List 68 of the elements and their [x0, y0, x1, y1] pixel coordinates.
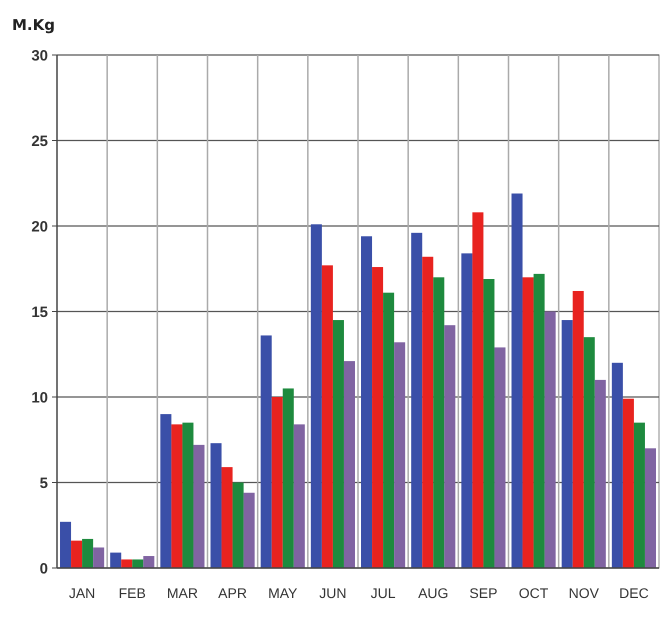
- bar: [594, 380, 606, 568]
- y-tick-label: 30: [31, 47, 48, 64]
- bar: [82, 538, 94, 568]
- x-tick-label: NOV: [568, 585, 600, 601]
- bar: [562, 320, 573, 568]
- bar: [132, 559, 144, 568]
- x-tick-label: JUN: [319, 585, 347, 601]
- y-axis-title: M.Kg: [12, 16, 55, 34]
- x-tick-label: APR: [218, 585, 247, 601]
- y-tick-label: 15: [31, 304, 48, 321]
- bar: [572, 290, 584, 568]
- bar: [310, 224, 322, 568]
- bar: [584, 337, 595, 568]
- bar: [622, 398, 634, 568]
- y-tick-label: 5: [40, 474, 48, 492]
- bar: [544, 312, 556, 568]
- y-tick-label: 20: [31, 218, 48, 236]
- bar: [143, 556, 154, 568]
- bar: [394, 342, 406, 568]
- x-tick-label: MAR: [166, 585, 198, 601]
- bar: [483, 279, 494, 568]
- bar: [461, 253, 472, 568]
- bar: [494, 347, 506, 568]
- bar: [372, 267, 384, 568]
- y-tick-label: 10: [31, 389, 48, 406]
- bar: [171, 424, 182, 568]
- bar: [472, 212, 484, 568]
- bar: [433, 277, 444, 568]
- bar: [193, 444, 204, 568]
- bar: [383, 292, 394, 568]
- x-tick-label: JAN: [68, 585, 96, 601]
- bar: [60, 522, 72, 568]
- x-tick-label: AUG: [418, 585, 448, 601]
- bar: [160, 414, 172, 568]
- bar: [444, 325, 456, 568]
- x-tick-label: DEC: [619, 585, 649, 601]
- bar: [612, 362, 623, 568]
- x-tick-label: FEB: [118, 585, 146, 601]
- bar: [332, 320, 344, 568]
- bar: [534, 274, 545, 568]
- bar: [222, 467, 233, 568]
- bar: [282, 388, 294, 568]
- bar: [244, 492, 255, 568]
- bar: [272, 397, 283, 568]
- y-tick-label: 0: [40, 560, 48, 578]
- bar: [110, 552, 122, 568]
- bar: [260, 335, 272, 568]
- bar: [210, 443, 222, 568]
- bar: [121, 559, 132, 568]
- bar: [182, 422, 194, 568]
- bar: [71, 540, 82, 568]
- x-tick-label: MAY: [268, 585, 298, 601]
- bar: [522, 277, 534, 568]
- bar: [93, 547, 104, 568]
- bar: [422, 256, 434, 568]
- x-tick-label: JUL: [370, 585, 396, 601]
- bar: [232, 482, 244, 568]
- x-tick-label: SEP: [469, 585, 498, 601]
- bar: [512, 194, 523, 568]
- y-tick-label: 25: [31, 132, 48, 150]
- bar: [322, 265, 333, 568]
- bar: [644, 448, 656, 568]
- bar: [294, 424, 305, 568]
- bar: [634, 422, 645, 568]
- bar: [344, 361, 355, 568]
- x-tick-label: OCT: [518, 585, 549, 601]
- bar: [411, 232, 422, 568]
- bar: [361, 236, 372, 568]
